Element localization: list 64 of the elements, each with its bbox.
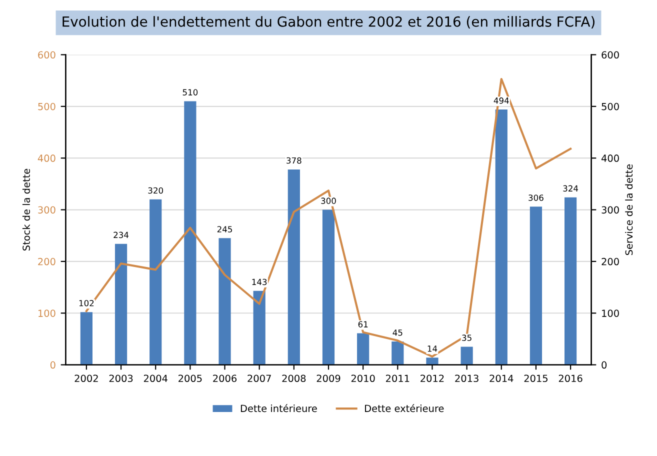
data-label: 45 [392, 330, 402, 336]
y-tick-label: 200 [38, 258, 56, 266]
data-label: 306 [528, 194, 544, 201]
bar [80, 312, 92, 365]
y-tick-label: 0 [50, 361, 56, 369]
y-tick-label: 400 [38, 154, 56, 162]
y-tick-label: 500 [38, 102, 56, 110]
bar [150, 199, 162, 365]
bar [564, 197, 577, 365]
data-label: 510 [182, 89, 198, 96]
x-tick-label: 2004 [144, 374, 168, 382]
data-label: 300 [321, 198, 336, 204]
data-label: 320 [148, 187, 164, 194]
y2-axis-title: Service de la dette [625, 164, 633, 256]
data-label: 143 [252, 278, 267, 286]
y2-tick-label: 0 [602, 361, 607, 369]
legend-label: Dette extérieure [365, 404, 444, 412]
x-tick-label: 2011 [386, 374, 410, 382]
x-tick-label: 2005 [178, 374, 202, 382]
x-tick-label: 2002 [74, 374, 98, 382]
chart-title: Evolution de l'endettement du Gabon entre 2002 et 2016 (en milliards FCFA) [62, 16, 594, 28]
x-tick-label: 2013 [455, 374, 478, 382]
data-label: 324 [563, 185, 578, 192]
x-tick-label: 2006 [213, 374, 237, 382]
x-tick-label: 2003 [109, 374, 133, 382]
data-label: 494 [494, 97, 509, 104]
bar [322, 210, 335, 365]
data-label: 61 [358, 321, 368, 328]
data-label: 245 [217, 226, 232, 232]
x-tick-label: 2015 [524, 374, 548, 382]
bar [218, 238, 231, 365]
bar [392, 342, 404, 365]
bar [253, 290, 266, 365]
bar [184, 101, 196, 365]
x-tick-label: 2009 [316, 374, 340, 382]
bar [114, 244, 128, 365]
x-tick-label: 2012 [420, 374, 444, 382]
legend-label: Dette intérieure [240, 404, 317, 412]
y2-tick-label: 400 [602, 154, 619, 162]
bar [460, 346, 473, 365]
y2-tick-label: 600 [602, 51, 619, 59]
data-label: 14 [428, 346, 438, 352]
y2-tick-label: 100 [602, 310, 619, 317]
x-tick-label: 2008 [282, 374, 306, 382]
y-tick-label: 600 [38, 51, 56, 59]
y-tick-label: 100 [38, 310, 56, 317]
x-tick-label: 2007 [248, 374, 271, 382]
data-label: 102 [79, 300, 94, 306]
data-label: 35 [462, 334, 472, 341]
bar [530, 206, 542, 365]
bar [495, 110, 508, 365]
x-tick-label: 2010 [351, 374, 375, 382]
y2-tick-label: 500 [602, 102, 619, 110]
data-label: 378 [286, 157, 302, 164]
x-tick-label: 2016 [558, 374, 582, 382]
bar [426, 358, 438, 365]
y-axis-title: Stock de la dette [22, 168, 30, 250]
y-tick-label: 300 [38, 206, 56, 214]
data-label: 234 [114, 232, 129, 238]
bar [288, 169, 300, 365]
x-tick-label: 2014 [490, 374, 514, 382]
y2-tick-label: 200 [602, 258, 619, 266]
bar [357, 333, 370, 365]
y2-tick-label: 300 [602, 206, 619, 214]
